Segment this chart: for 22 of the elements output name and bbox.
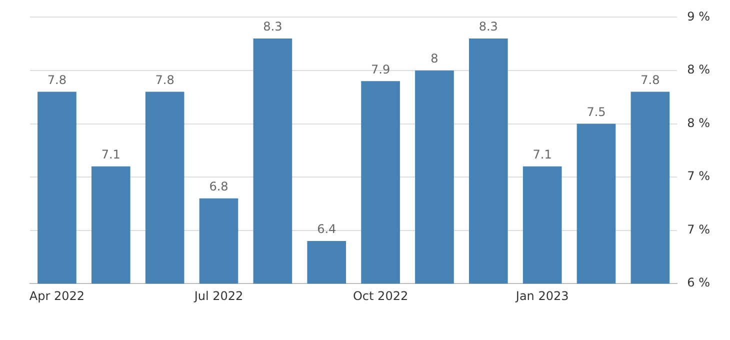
- data-label: 7.1: [101, 148, 120, 162]
- y-tick-label: 7 %: [687, 222, 710, 236]
- x-tick-label: Jul 2022: [193, 288, 244, 303]
- x-tick-label: Jan 2023: [514, 288, 569, 303]
- data-label: 7.9: [370, 62, 390, 76]
- data-label: 6.4: [317, 222, 336, 236]
- data-label: 7.8: [155, 72, 174, 87]
- data-label: 6.8: [209, 179, 228, 194]
- data-label: 7.8: [47, 72, 67, 87]
- data-label: 8.3: [263, 20, 282, 34]
- y-tick-label: 6 %: [687, 276, 710, 290]
- data-label: 8.3: [478, 20, 498, 34]
- y-tick-label: 7 %: [687, 169, 710, 184]
- data-label: 8: [430, 52, 438, 66]
- x-tick-label: Apr 2022: [29, 288, 85, 303]
- data-label: 7.1: [532, 148, 552, 162]
- y-tick-label: 8 %: [687, 116, 710, 130]
- data-label: 7.8: [640, 72, 660, 87]
- x-tick-label: Oct 2022: [352, 288, 408, 303]
- y-tick-label: 9 %: [687, 9, 710, 24]
- data-label: 7.5: [586, 104, 606, 119]
- y-tick-label: 8 %: [687, 62, 710, 77]
